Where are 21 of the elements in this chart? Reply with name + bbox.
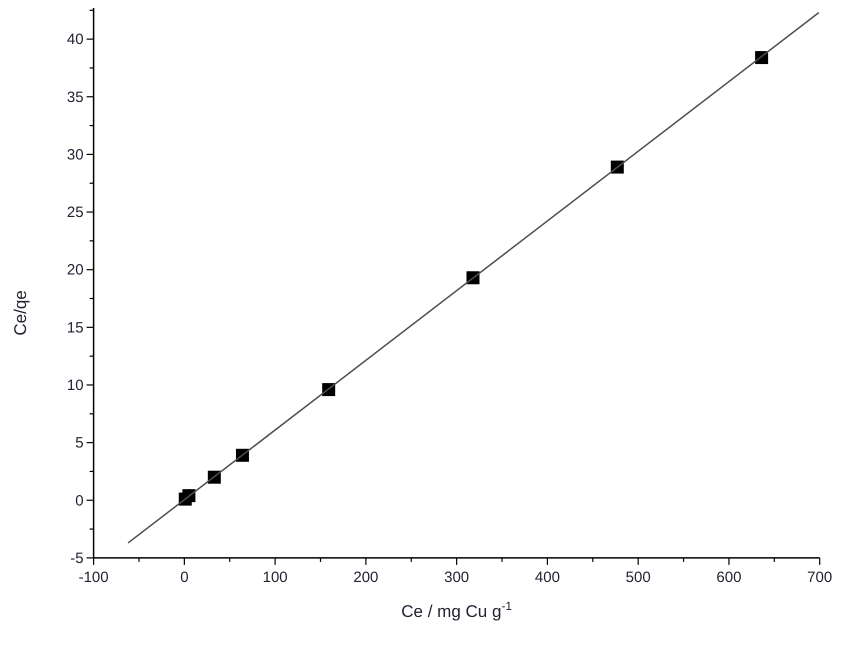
y-tick-label: 25	[66, 204, 84, 222]
y-tick-label: 20	[66, 262, 84, 279]
y-tick-label: 40	[66, 31, 84, 48]
x-axis-title: Ce / mg Cu g$^{-1}$	[401, 598, 512, 621]
y-tick-label: 15	[66, 319, 84, 336]
x-tick-label: 700	[807, 568, 832, 586]
x-tick-label: 400	[534, 568, 560, 586]
y-axis-title: Ce/qe	[11, 290, 30, 336]
x-tick-label: 0	[180, 568, 189, 586]
y-tick-label: -5	[70, 550, 84, 567]
y-tick-label: 30	[66, 146, 84, 164]
x-tick-label: 600	[716, 568, 742, 586]
y-tick-label: 10	[66, 376, 84, 394]
x-tick-label: 200	[353, 568, 378, 586]
y-tick-label: 0	[75, 492, 84, 510]
x-tick-label: 100	[262, 568, 288, 586]
x-tick-label: -100	[78, 568, 109, 586]
y-tick-label: 35	[66, 88, 84, 106]
x-tick-label: 300	[444, 568, 470, 586]
x-tick-label: 500	[626, 568, 651, 586]
y-tick-label: 5	[75, 434, 84, 452]
